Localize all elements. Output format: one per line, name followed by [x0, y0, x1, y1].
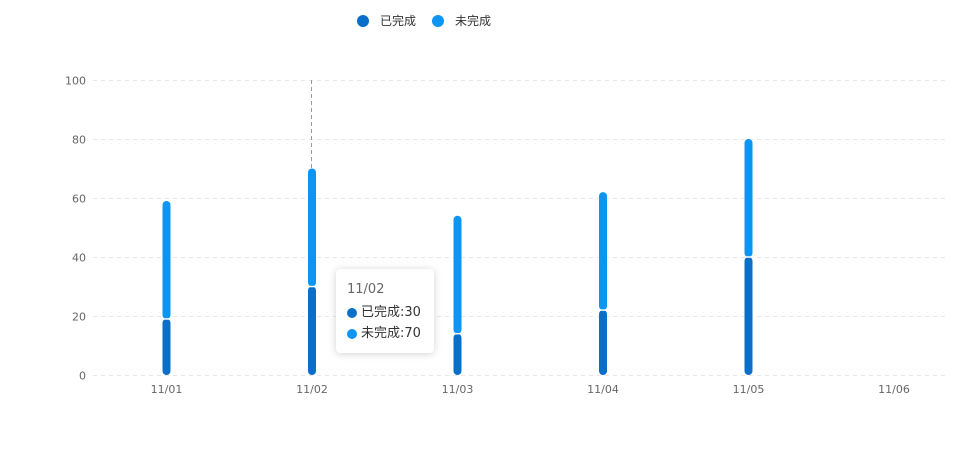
bar-completed-11/01[interactable]	[162, 318, 171, 375]
legend-item-uncompleted[interactable]: 未完成	[432, 12, 491, 29]
tooltip: 11/02 已完成:30 未完成:70	[336, 269, 434, 353]
x-axis-ticks: 11/01 11/02 11/03 11/04 11/05 11/06	[151, 383, 910, 396]
legend-label-completed: 已完成	[380, 14, 417, 28]
bars	[162, 139, 753, 376]
x-tick-label: 11/05	[733, 383, 765, 396]
tooltip-dot-completed	[347, 307, 357, 318]
bar-completed-11/05[interactable]	[744, 257, 753, 375]
bar-completed-11/03[interactable]	[453, 333, 462, 375]
y-tick-label: 40	[72, 252, 86, 265]
x-tick-label: 11/01	[151, 383, 183, 396]
y-tick-label: 0	[79, 370, 86, 383]
y-tick-label: 20	[72, 311, 86, 324]
bar-uncompleted-11/03[interactable]	[453, 215, 462, 334]
bar-completed-11/02[interactable]	[308, 286, 316, 376]
x-tick-label: 11/04	[587, 383, 619, 396]
bar-uncompleted-11/02[interactable]	[308, 168, 316, 287]
tooltip-dot-uncompleted	[347, 328, 357, 339]
x-tick-label: 11/02	[296, 383, 328, 396]
legend-dot-completed	[357, 14, 369, 27]
y-tick-label: 60	[72, 193, 86, 206]
legend-dot-uncompleted	[432, 14, 445, 27]
y-tick-label: 80	[72, 134, 86, 147]
tooltip-title: 11/02	[347, 282, 385, 297]
bar-uncompleted-11/01[interactable]	[162, 200, 171, 319]
legend-label-uncompleted: 未完成	[455, 14, 492, 28]
tooltip-label-completed: 已完成:30	[361, 305, 421, 320]
tooltip-row-uncompleted: 未完成:70	[347, 323, 434, 344]
grid-lines	[93, 80, 949, 376]
bar-uncompleted-11/04[interactable]	[599, 192, 607, 311]
bar-completed-11/04[interactable]	[599, 310, 607, 375]
y-axis-ticks: 0 20 40 60 80 100	[65, 75, 86, 383]
x-tick-label: 11/06	[878, 383, 910, 396]
bar-uncompleted-11/05[interactable]	[744, 139, 753, 257]
tooltip-row-completed: 已完成:30	[347, 302, 434, 323]
legend-item-completed[interactable]: 已完成	[357, 12, 416, 29]
tooltip-label-uncompleted: 未完成:70	[361, 326, 421, 341]
x-tick-label: 11/03	[442, 383, 474, 396]
legend: 已完成 未完成	[357, 12, 507, 29]
y-tick-label: 100	[65, 75, 86, 88]
